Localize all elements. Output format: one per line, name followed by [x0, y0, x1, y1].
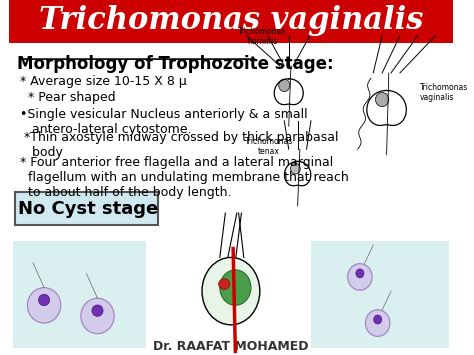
Ellipse shape	[356, 269, 364, 278]
FancyBboxPatch shape	[13, 241, 146, 348]
Text: Trichomonas
vaginalis: Trichomonas vaginalis	[420, 83, 468, 102]
Text: Trichomonas vaginalis: Trichomonas vaginalis	[39, 5, 423, 36]
Ellipse shape	[220, 270, 251, 305]
Ellipse shape	[81, 298, 114, 334]
Text: * Four anterior free flagella and a lateral marginal
  flagellum with an undulat: * Four anterior free flagella and a late…	[19, 156, 348, 199]
Ellipse shape	[374, 315, 382, 324]
Ellipse shape	[27, 288, 61, 323]
FancyBboxPatch shape	[9, 0, 453, 43]
Text: Trichomonas
tenax: Trichomonas tenax	[245, 137, 293, 156]
Text: *Thin axostyle midway crossed by thick parabasal
   body: *Thin axostyle midway crossed by thick p…	[19, 131, 338, 159]
FancyBboxPatch shape	[311, 241, 449, 348]
FancyBboxPatch shape	[15, 192, 157, 225]
Text: •Single vesicular Nucleus anteriorly & a small
   antero-lateral cytostome.: •Single vesicular Nucleus anteriorly & a…	[19, 108, 307, 136]
Ellipse shape	[202, 257, 260, 325]
Ellipse shape	[375, 92, 389, 106]
Ellipse shape	[365, 310, 390, 337]
Ellipse shape	[347, 264, 372, 290]
Text: * Pear shaped: * Pear shaped	[19, 91, 115, 104]
Text: Trichomonas
hominis: Trichomonas hominis	[238, 27, 286, 46]
Ellipse shape	[279, 79, 290, 92]
Ellipse shape	[219, 279, 230, 289]
Ellipse shape	[92, 305, 103, 316]
Ellipse shape	[291, 163, 301, 174]
Ellipse shape	[38, 294, 50, 306]
Text: * Average size 10-15 X 8 μ: * Average size 10-15 X 8 μ	[19, 75, 186, 88]
Text: Morphology of Trophozoite stage:: Morphology of Trophozoite stage:	[18, 55, 334, 73]
Text: No Cyst stage: No Cyst stage	[18, 200, 158, 218]
Text: Dr. RAAFAT MOHAMED: Dr. RAAFAT MOHAMED	[153, 340, 309, 353]
